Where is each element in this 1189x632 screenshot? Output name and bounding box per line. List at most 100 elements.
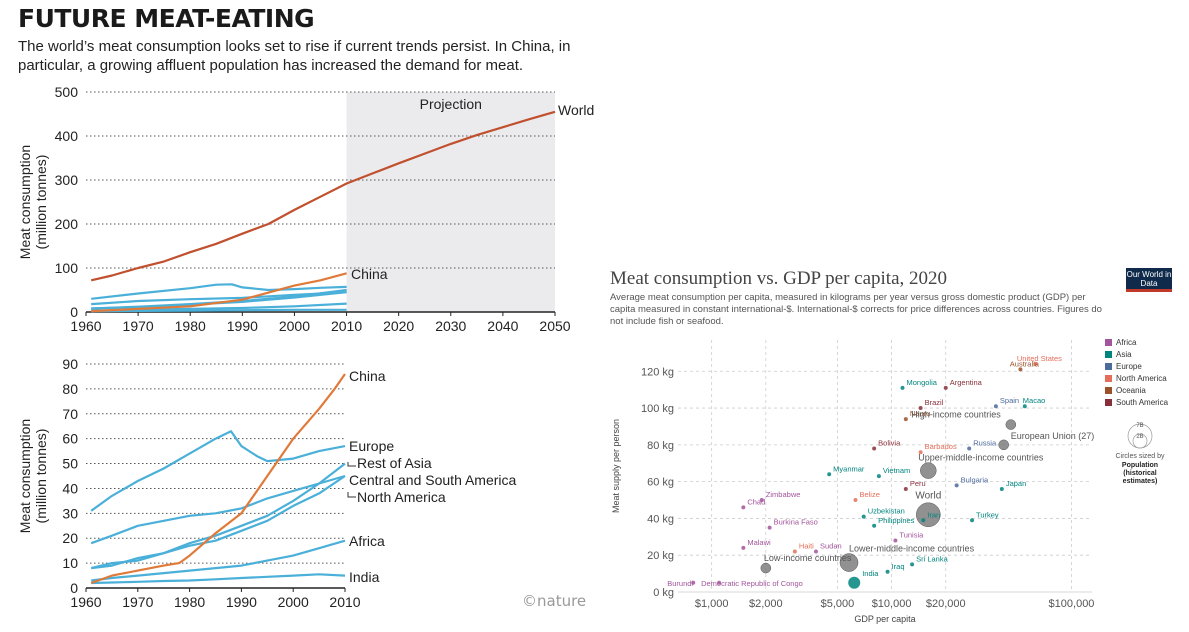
page-title: FUTURE MEAT-EATING (18, 4, 315, 33)
legend-label-asia: Asia (1116, 350, 1132, 359)
chart-world-projection: Projection 0 100 200 300 400 500 1960 1970 1980 19… (17, 84, 594, 334)
y-axis-label: Meat consumption(million tonnes) (17, 419, 49, 533)
legend-label-oceania: Oceania (1116, 386, 1146, 395)
y-tick-label: 100 (55, 260, 79, 276)
series-line-europe (90, 430, 346, 512)
size-legend-label: 7B (1136, 423, 1143, 429)
scatter-point-iraq (885, 569, 890, 574)
point-label-haiti: Haiti (799, 542, 814, 551)
y-tick-label: 200 (55, 216, 79, 232)
scatter-point-zimbabwe (759, 498, 764, 503)
point-label-uzbekistan: Uzbekistan (868, 507, 905, 516)
point-label-bulgaria: Bulgaria (961, 475, 989, 484)
point-label-zimbabwe: Zimbabwe (766, 490, 801, 499)
scatter-point-sudan (813, 549, 818, 554)
scatter-point-argentina (943, 385, 948, 390)
scatter-point-spain (993, 404, 998, 409)
y-tick-label: 70 (62, 406, 78, 422)
series-line-africa (91, 539, 346, 582)
y-tick-label: 50 (62, 456, 78, 472)
x-tick-label: $5,000 (821, 598, 855, 610)
scatter-point-myanmar (827, 472, 832, 477)
legend-label-north-america: North America (1116, 374, 1167, 383)
legend-label-europe: Europe (1116, 362, 1142, 371)
y-tick-label: 40 kg (647, 513, 674, 525)
x-tick-label: $100,000 (1049, 598, 1095, 610)
x-axis-label: GDP per capita (854, 614, 915, 624)
x-tick-label: $10,000 (872, 598, 912, 610)
y-tick-label: 20 kg (647, 550, 674, 562)
scatter-point-sri-lanka (910, 562, 915, 567)
scatter-title: Meat consumption vs. GDP per capita, 202… (610, 268, 948, 289)
point-label-malawi: Malawi (747, 538, 771, 547)
owid-logo: Our World in Data (1126, 268, 1172, 292)
point-label-india: India (862, 569, 879, 578)
scatter-point-uzbekistan (861, 514, 866, 519)
point-label-philippines: Philippines (878, 516, 915, 525)
point-label-macao: Macao (1023, 396, 1046, 405)
point-label-united-states: United States (1017, 354, 1062, 363)
scatter-point-burkina-faso (767, 525, 772, 530)
scatter-point-vietnam (876, 474, 881, 479)
scatter-point-malawi (741, 545, 746, 550)
y-tick-label: 300 (55, 172, 79, 188)
x-tick-label: $20,000 (926, 598, 966, 610)
point-label-world: World (915, 491, 941, 502)
point-label-vietnam: Vietnam (883, 466, 910, 475)
point-label-argentina: Argentina (950, 378, 983, 387)
x-tick-label: 1970 (123, 318, 154, 334)
x-tick-label: 1980 (174, 594, 205, 610)
point-label-low-income-countries: Low-income countries (764, 553, 852, 563)
y-axis-label-line: Meat consumption (17, 419, 33, 533)
x-tick-label: 2010 (331, 318, 362, 334)
scatter-point-brazil (918, 406, 923, 411)
y-tick-label: 0 (70, 580, 78, 596)
point-label-bolivia: Bolivia (878, 439, 901, 448)
series-line-world (90, 110, 556, 282)
point-label-peru: Peru (910, 479, 926, 488)
size-legend-subtitle: Population (historical estimates) (1122, 462, 1158, 485)
y-tick-label: 80 kg (647, 440, 674, 452)
scatter-point-burundi (691, 580, 696, 585)
series-label-africa: Africa (349, 533, 385, 549)
chart-scatter-gdp: 0 kg 20 kg 40 kg 60 kg 80 kg 100 kg 120 kg $1,0… (611, 338, 1169, 624)
y-tick-label: 60 (62, 431, 78, 447)
projection-label: Projection (420, 96, 482, 112)
scatter-point-tunisia (893, 538, 898, 543)
point-label-mongolia: Mongolia (907, 378, 938, 387)
legend-swatch-asia (1105, 351, 1112, 358)
scatter-point-macao (1022, 404, 1027, 409)
y-tick-label: 40 (62, 480, 78, 496)
point-label-spain: Spain (1000, 396, 1019, 405)
scatter-point-belize (853, 498, 858, 503)
scatter-point-turkey (970, 518, 975, 523)
legend-swatch-south-america (1105, 399, 1112, 406)
series-label-china: China (351, 266, 388, 282)
scatter-point-philippines (872, 523, 877, 528)
point-label-burkina-faso: Burkina Faso (774, 518, 818, 527)
x-tick-label: 2010 (329, 594, 360, 610)
point-label-high-income-countries: High-income countries (911, 410, 1001, 420)
scatter-point-australia (1018, 367, 1023, 372)
point-label-brazil: Brazil (925, 398, 944, 407)
series-label-india: India (349, 569, 380, 585)
scatter-point-barbados (918, 450, 923, 455)
x-tick-label: 2030 (435, 318, 466, 334)
point-label-chad: Chad (747, 497, 765, 506)
projection-shade (346, 92, 555, 312)
y-axis-label: Meat supply per person (611, 419, 621, 513)
series-line-china (91, 272, 347, 313)
x-tick-label: 2020 (383, 318, 414, 334)
x-tick-label: 2050 (539, 318, 570, 334)
series-label-north-america: North America (357, 489, 446, 505)
size-legend-small (1132, 433, 1148, 449)
legend-swatch-africa (1105, 339, 1112, 346)
series-line-central-and-south-america (90, 475, 346, 570)
scatter-point-mongolia (900, 385, 905, 390)
legend-swatch-oceania (1105, 387, 1112, 394)
series-line-north-america (91, 291, 347, 306)
scatter-point-iran (921, 518, 926, 523)
scatter-point-russia (967, 446, 972, 451)
legend-label-africa: Africa (1116, 338, 1137, 347)
y-axis-label-line: Meat consumption (17, 145, 33, 259)
